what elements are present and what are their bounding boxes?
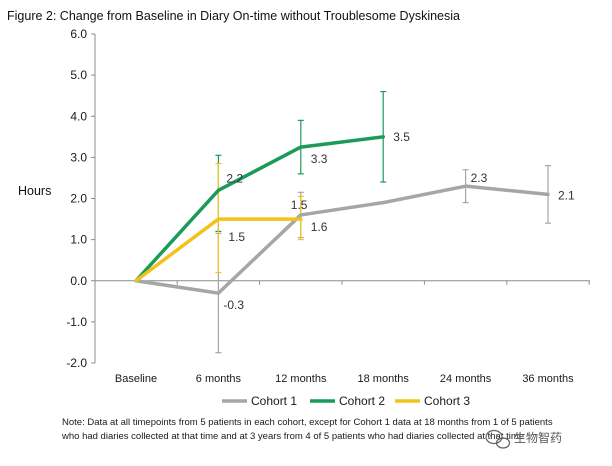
wechat-icon bbox=[485, 429, 511, 449]
y-tick-label: -1.0 bbox=[66, 315, 87, 329]
x-tick-label: 18 months bbox=[358, 373, 410, 385]
x-tick-label: 36 months bbox=[522, 373, 574, 385]
y-tick-label: 6.0 bbox=[70, 27, 87, 41]
x-tick-label: 12 months bbox=[275, 373, 327, 385]
footnote-line: Note: Data at all timepoints from 5 pati… bbox=[62, 417, 553, 428]
series-lines bbox=[134, 135, 550, 295]
x-tick-label: 24 months bbox=[440, 373, 492, 385]
y-tick-label: 3.0 bbox=[70, 150, 87, 164]
data-labels: -0.3 1.6 2.3 2.1 2.2 3.3 3.5 1.5 1.5 bbox=[223, 130, 575, 312]
x-tick-label: 6 months bbox=[196, 373, 242, 385]
data-label: 1.5 bbox=[291, 198, 308, 212]
y-tick-label: -2.0 bbox=[66, 356, 87, 370]
x-tick-label: Baseline bbox=[115, 373, 157, 385]
data-label: 2.2 bbox=[226, 171, 243, 185]
y-tick-label: 0.0 bbox=[70, 274, 87, 288]
watermark: 生物智药 bbox=[485, 429, 562, 449]
axes: 6.0 5.0 4.0 3.0 2.0 1.0 0.0 -1.0 -2.0 Baseline 6 m… bbox=[66, 27, 590, 385]
data-label: 1.5 bbox=[228, 230, 245, 244]
watermark-text: 生物智药 bbox=[514, 430, 562, 445]
y-axis-label: Hours bbox=[18, 184, 51, 198]
data-label: 3.5 bbox=[393, 130, 410, 144]
data-label: 3.3 bbox=[311, 152, 328, 166]
legend-label: Cohort 1 bbox=[251, 394, 297, 408]
footnote: Note: Data at all timepoints from 5 pati… bbox=[61, 417, 553, 442]
series-line-cohort-1 bbox=[134, 184, 550, 295]
data-label: 2.1 bbox=[558, 188, 575, 202]
data-label: 1.6 bbox=[311, 220, 328, 234]
data-label: -0.3 bbox=[223, 298, 244, 312]
legend-label: Cohort 2 bbox=[339, 394, 385, 408]
footnote-line: who had diaries collected at that time a… bbox=[61, 431, 524, 442]
y-tick-label: 5.0 bbox=[70, 68, 87, 82]
series-line-cohort-3 bbox=[134, 217, 303, 283]
chart-title: Figure 2: Change from Baseline in Diary … bbox=[7, 9, 460, 23]
data-label: 2.3 bbox=[471, 171, 488, 185]
series-line-cohort-2 bbox=[134, 135, 385, 283]
error-bars bbox=[215, 90, 551, 354]
y-tick-label: 1.0 bbox=[70, 233, 87, 247]
legend-label: Cohort 3 bbox=[424, 394, 470, 408]
legend: Cohort 1 Cohort 2 Cohort 3 bbox=[222, 394, 470, 408]
y-tick-label: 4.0 bbox=[70, 109, 87, 123]
y-tick-label: 2.0 bbox=[70, 192, 87, 206]
